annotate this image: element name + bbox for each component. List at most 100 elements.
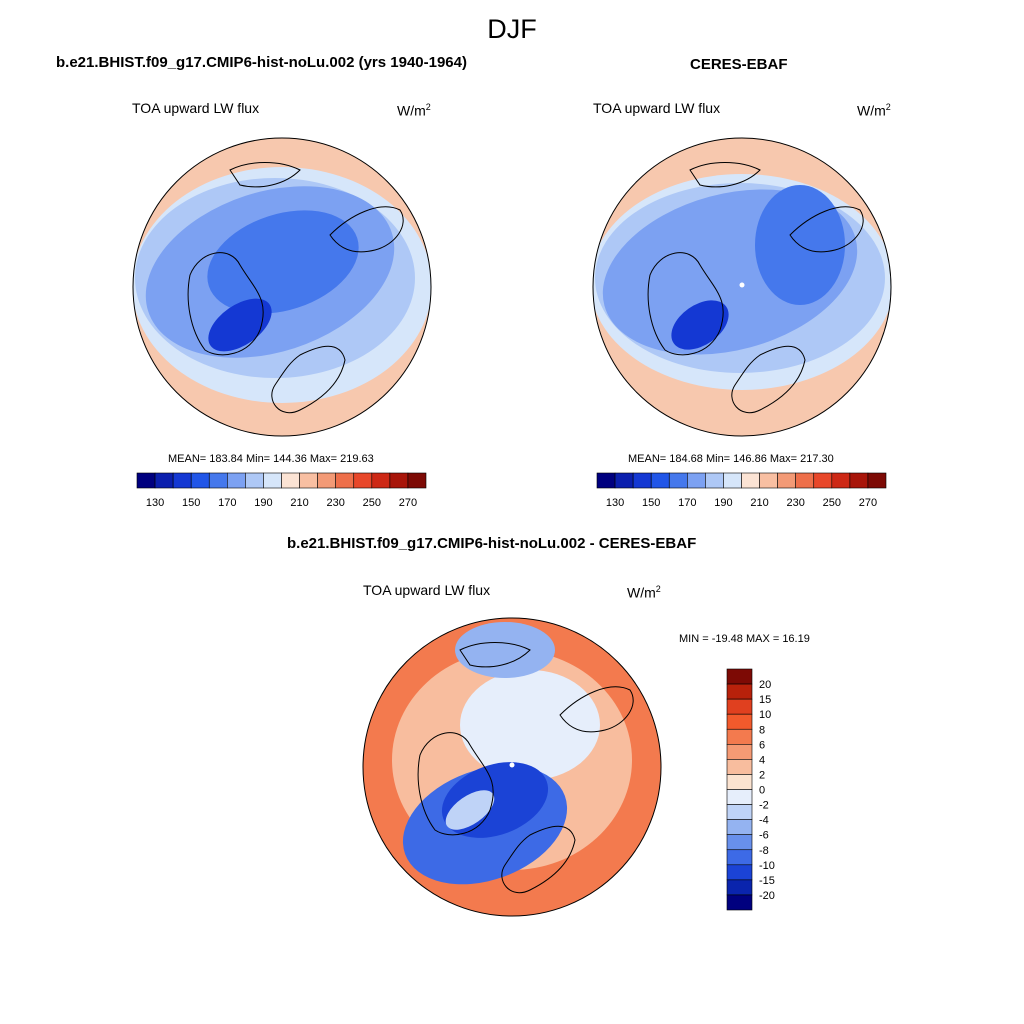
colorbar-tick-label: -15: [759, 875, 775, 887]
colorbar-box: [777, 472, 796, 489]
colorbar-box: [726, 713, 753, 730]
colorbar-box: [687, 472, 706, 489]
panel-2-stats: MEAN= 184.68 Min= 146.86 Max= 217.30: [628, 453, 834, 465]
colorbar-box: [741, 472, 760, 489]
colorbar-tick-label: 20: [759, 679, 771, 691]
colorbar-box: [726, 894, 753, 911]
colorbar-box: [335, 472, 355, 489]
colorbar-box: [136, 472, 156, 489]
panel-3-stats: MIN = -19.48 MAX = 16.19: [679, 633, 810, 645]
coastline: [187, 162, 404, 414]
colorbar-tick-label: 170: [678, 497, 696, 509]
contour-band-near-zero: [460, 670, 600, 780]
contour-band-negative-north: [455, 622, 555, 678]
colorbar-tick-label: 8: [759, 724, 765, 736]
panel-1-variable-label: TOA upward LW flux: [132, 100, 260, 116]
coastline: [417, 642, 634, 894]
map-border: [132, 137, 432, 437]
colorbar-tick-label: 250: [363, 497, 381, 509]
panel-2-variable-label: TOA upward LW flux: [593, 100, 721, 116]
colorbar-box: [795, 472, 815, 489]
colorbar-tick-label: -20: [759, 890, 775, 902]
colorbar-tick-label: 0: [759, 785, 765, 797]
colorbar-box: [726, 774, 753, 790]
colorbar-box: [726, 879, 753, 896]
colorbar-box: [726, 804, 753, 820]
colorbar-box: [813, 472, 833, 489]
colorbar-tick-label: 6: [759, 739, 765, 751]
map-border: [362, 617, 662, 917]
colorbar-box: [208, 472, 228, 489]
panel-3-units-label: W/m2: [627, 584, 661, 601]
colorbar-box: [723, 472, 742, 489]
colorbar-box: [371, 472, 391, 489]
colorbar-box: [190, 472, 210, 489]
colorbar-box: [353, 472, 373, 489]
colorbar-tick-label: 270: [859, 497, 877, 509]
colorbar-tick-label: 130: [606, 497, 624, 509]
pole-point: [739, 282, 745, 288]
colorbar-tick-label: 150: [182, 497, 200, 509]
contour-band-lowest: [207, 210, 359, 314]
colorbar-box: [726, 864, 753, 881]
colorbar-box: [726, 849, 753, 866]
panel-1-title: b.e21.BHIST.f09_g17.CMIP6-hist-noLu.002 …: [56, 54, 467, 71]
polar-map-difference: [363, 618, 661, 916]
colorbar-tick-label: -4: [759, 815, 769, 827]
colorbar-box: [154, 472, 174, 489]
colorbar-box: [317, 472, 336, 489]
polar-map-model: [133, 138, 431, 436]
coastline: [647, 162, 864, 414]
greenland-minimum: [208, 298, 272, 352]
colorbar-tick-label: -8: [759, 845, 769, 857]
colorbar-box: [596, 472, 616, 489]
colorbar-box: [726, 834, 753, 851]
panel-1-stats: MEAN= 183.84 Min= 144.36 Max= 219.63: [168, 453, 374, 465]
colorbar-tick-label: 2: [759, 769, 765, 781]
map-border: [592, 137, 892, 437]
colorbar-tick-label: 230: [787, 497, 805, 509]
colorbar-box: [172, 472, 192, 489]
colorbar-tick-label: -10: [759, 860, 775, 872]
colorbar-tick-label: 170: [218, 497, 236, 509]
colorbar-tick-label: 190: [714, 497, 732, 509]
colorbar-box: [726, 683, 753, 700]
greenland-anomaly: [445, 790, 495, 830]
colorbar-tick-label: 230: [327, 497, 345, 509]
colorbar-box: [849, 472, 869, 489]
colorbar-tick-label: 210: [290, 497, 308, 509]
colorbar-tick-label: 15: [759, 694, 771, 706]
colorbar-tick-label: -6: [759, 830, 769, 842]
colorbar-box: [726, 789, 753, 805]
colorbar-box: [726, 698, 753, 715]
colorbar-model: 130 150 170 190 210 230 250 270: [136, 472, 427, 509]
colorbar-tick-label: 4: [759, 754, 765, 766]
colorbar-tick-label: 10: [759, 709, 771, 721]
panel-1-units-label: W/m2: [397, 102, 431, 119]
colorbar-box: [632, 472, 652, 489]
colorbar-box: [299, 472, 318, 489]
colorbar-box: [407, 472, 427, 489]
colorbar-box: [245, 472, 264, 489]
greenland-minimum: [671, 300, 729, 350]
colorbar-box: [726, 759, 753, 775]
panel-3-title: b.e21.BHIST.f09_g17.CMIP6-hist-noLu.002 …: [287, 535, 697, 552]
colorbar-tick-label: 270: [399, 497, 417, 509]
colorbar-tick-label: 210: [750, 497, 768, 509]
colorbar-tick-label: 250: [823, 497, 841, 509]
panel-2-units-label: W/m2: [857, 102, 891, 119]
colorbar-box: [614, 472, 634, 489]
colorbar-box: [389, 472, 409, 489]
colorbar-box: [650, 472, 670, 489]
colorbar-box: [726, 744, 753, 760]
polar-map-ceres: [593, 138, 891, 436]
colorbar-box: [867, 472, 887, 489]
panel-3-variable-label: TOA upward LW flux: [363, 582, 491, 598]
colorbar-tick-label: 150: [642, 497, 660, 509]
colorbar-box: [726, 728, 753, 745]
panel-2-title: CERES-EBAF: [690, 56, 788, 73]
colorbar-box: [726, 819, 753, 835]
figure-title: DJF: [487, 14, 537, 44]
